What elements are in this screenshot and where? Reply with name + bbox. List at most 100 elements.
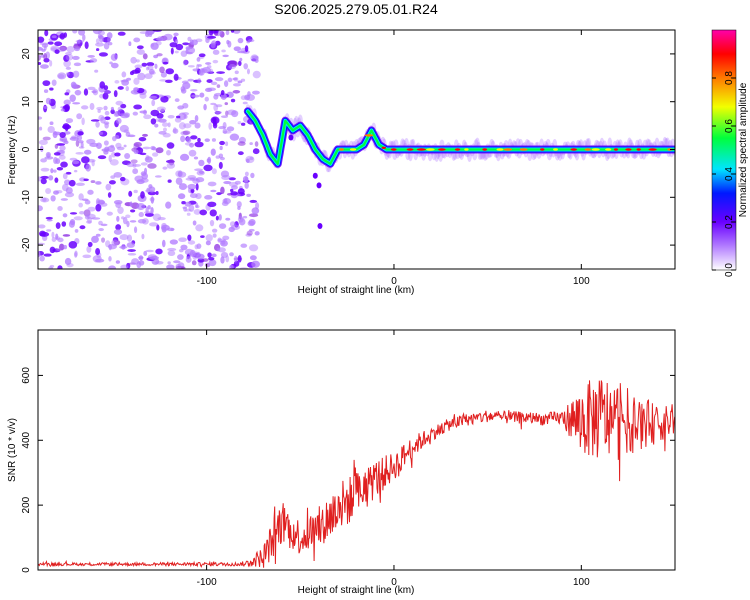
noise-speckle (183, 59, 189, 65)
noise-speckle (246, 94, 255, 101)
noise-speckle (137, 72, 146, 81)
noise-speckle (159, 66, 165, 74)
noise-speckle (249, 199, 258, 203)
noise-speckle (232, 83, 241, 87)
noise-speckle (239, 57, 243, 62)
noise-speckle (44, 30, 49, 37)
noise-speckle (64, 104, 70, 112)
noise-speckle (43, 52, 48, 61)
noise-speckle (97, 109, 101, 113)
noise-speckle (38, 54, 41, 61)
noise-speckle (65, 66, 72, 70)
noise-speckle (177, 254, 184, 260)
x-tick-label: -100 (197, 577, 217, 588)
noise-speckle (74, 228, 79, 233)
noise-speckle (54, 49, 60, 54)
noise-speckle (83, 88, 89, 96)
noise-speckle (216, 71, 225, 74)
noise-speckle (76, 113, 83, 120)
noise-speckle (49, 121, 54, 126)
noise-speckle (129, 201, 133, 207)
noise-speckle (233, 46, 241, 52)
noise-speckle (102, 92, 109, 100)
noise-speckle (64, 192, 75, 198)
y-tick-label: 10 (21, 96, 32, 108)
signal-peak (496, 148, 504, 151)
noise-speckle (104, 110, 110, 116)
noise-speckle (225, 30, 230, 36)
noise-speckle (114, 152, 121, 157)
noise-speckle (246, 193, 251, 197)
signal-peak (406, 148, 414, 151)
noise-speckle (186, 136, 192, 143)
noise-speckle (89, 58, 98, 63)
noise-speckle (95, 181, 102, 185)
noise-speckle (39, 231, 50, 237)
signal-peak (570, 148, 578, 151)
noise-speckle (167, 122, 171, 128)
noise-speckle (244, 171, 249, 177)
noise-speckle (94, 69, 99, 73)
noise-speckle (200, 235, 205, 239)
noise-speckle (225, 141, 229, 147)
noise-speckle (240, 78, 246, 82)
noise-speckle (79, 225, 86, 230)
noise-speckle (139, 110, 147, 114)
noise-speckle (57, 206, 63, 212)
noise-speckle (51, 79, 57, 87)
noise-speckle (213, 94, 219, 100)
noise-speckle (175, 263, 182, 269)
noise-speckle (74, 47, 80, 52)
snr-axes: -100 0 100 0 200 400 600 (21, 330, 675, 588)
noise-speckle (249, 142, 253, 146)
noise-speckle (240, 95, 247, 101)
noise-speckle (121, 244, 126, 250)
noise-speckle (231, 185, 238, 190)
noise-speckle (135, 59, 140, 63)
noise-speckle (202, 258, 209, 262)
noise-speckle (119, 234, 129, 241)
x-tick-label: 100 (573, 577, 590, 588)
noise-speckle (211, 168, 217, 175)
noise-speckle (194, 168, 203, 172)
noise-speckle (173, 73, 179, 81)
noise-speckle (126, 77, 132, 81)
noise-speckle (181, 201, 186, 205)
noise-speckle (190, 188, 195, 194)
noise-speckle (59, 45, 68, 51)
noise-speckle (71, 55, 80, 61)
signal-peak (381, 146, 387, 150)
noise-speckle (177, 193, 186, 200)
noise-speckle (108, 180, 116, 185)
noise-speckle (111, 239, 119, 247)
noise-speckle (172, 127, 177, 134)
noise-speckle (156, 36, 164, 42)
noise-speckle (127, 134, 136, 138)
noise-speckle (107, 192, 112, 198)
noise-speckle (184, 201, 192, 207)
signal-peak (584, 148, 592, 151)
noise-speckle (144, 73, 153, 80)
noise-speckle (182, 42, 190, 46)
noise-speckle (210, 81, 218, 86)
noise-speckle (133, 77, 140, 85)
noise-speckle (203, 103, 207, 111)
noise-speckle (206, 79, 213, 83)
noise-speckle (182, 206, 187, 210)
noise-speckle (165, 201, 172, 209)
noise-speckle (146, 62, 155, 67)
noise-speckle (50, 195, 56, 202)
noise-speckle (124, 153, 131, 160)
noise-speckle (221, 174, 231, 181)
noise-speckle (120, 264, 129, 269)
noise-speckle (64, 257, 72, 265)
noise-speckle (121, 216, 125, 220)
noise-speckle (108, 256, 112, 262)
noise-speckle (69, 157, 77, 161)
snr-ylabel: SNR (10 * v/v) (7, 418, 18, 482)
noise-speckle (147, 65, 154, 71)
noise-speckle (230, 98, 236, 103)
noise-speckle (191, 94, 200, 98)
noise-speckle (114, 110, 121, 117)
noise-speckle (136, 49, 145, 55)
